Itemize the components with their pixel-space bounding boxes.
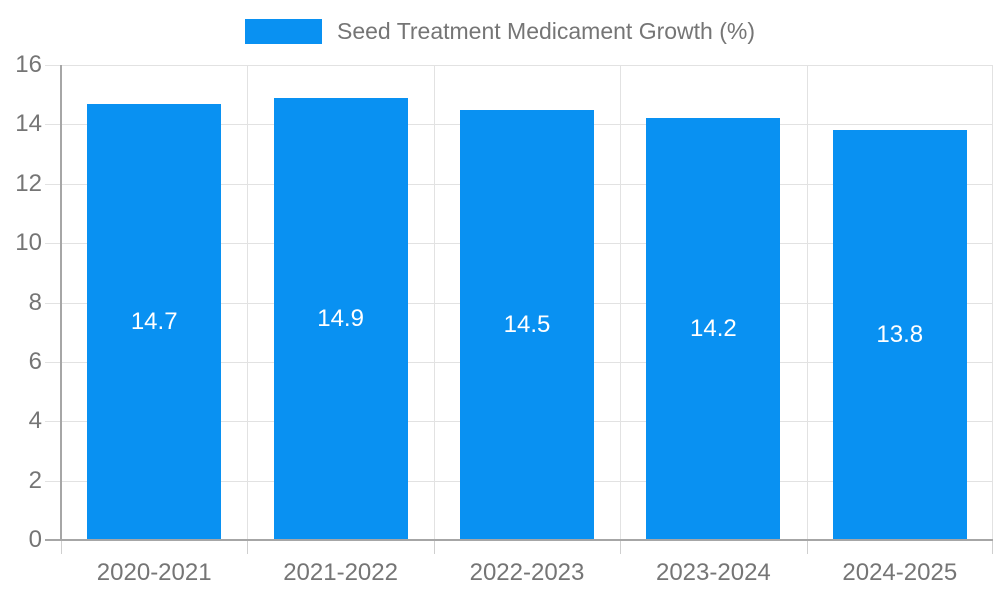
x-tick-mark bbox=[433, 540, 435, 554]
y-tick-label: 4 bbox=[28, 407, 42, 435]
gridline-vertical bbox=[620, 65, 622, 540]
x-tick-label: 2020-2021 bbox=[96, 559, 212, 586]
bar: 14.5 bbox=[459, 109, 594, 540]
bar-value-label: 14.5 bbox=[503, 310, 551, 338]
x-tick-mark bbox=[992, 540, 993, 554]
y-tick-label: 12 bbox=[15, 169, 42, 197]
x-tick-mark bbox=[61, 540, 62, 554]
bar-band: 14.9 bbox=[247, 65, 433, 540]
bar-band: 14.5 bbox=[434, 65, 620, 540]
y-tick-label: 14 bbox=[15, 110, 42, 138]
legend-swatch bbox=[245, 18, 322, 44]
bar-band: 13.8 bbox=[807, 65, 993, 540]
legend-label: Seed Treatment Medicament Growth (%) bbox=[337, 17, 755, 44]
bar: 13.8 bbox=[832, 130, 967, 540]
gridline-horizontal bbox=[45, 65, 993, 66]
gridline-vertical bbox=[433, 65, 435, 540]
y-tick-label: 0 bbox=[28, 526, 42, 553]
x-tick-mark bbox=[247, 540, 249, 554]
x-axis-line bbox=[45, 539, 993, 541]
plot-right-border bbox=[992, 65, 993, 540]
x-tick-label: 2021-2022 bbox=[283, 559, 398, 586]
bar-band: 14.7 bbox=[61, 65, 247, 540]
x-tick-mark bbox=[620, 540, 622, 554]
y-tick-label: 16 bbox=[15, 51, 42, 78]
y-tick-label: 6 bbox=[28, 347, 42, 375]
x-tick-label: 2023-2024 bbox=[655, 559, 771, 586]
bar-value-label: 13.8 bbox=[876, 321, 924, 349]
plot-area: 14.7 14.9 14.5 14.2 13.8 bbox=[45, 65, 993, 554]
y-tick-label: 8 bbox=[28, 288, 42, 316]
x-tick-mark bbox=[806, 540, 808, 554]
bar: 14.9 bbox=[273, 97, 408, 540]
bar-value-label: 14.7 bbox=[130, 307, 178, 335]
gridline-vertical bbox=[247, 65, 249, 540]
bar-value-label: 14.2 bbox=[690, 315, 737, 343]
y-tick-label: 10 bbox=[15, 229, 42, 257]
legend: Seed Treatment Medicament Growth (%) bbox=[0, 17, 1000, 45]
bar-band: 14.2 bbox=[620, 65, 806, 540]
bar-value-label: 14.9 bbox=[317, 304, 364, 332]
gridline-vertical bbox=[806, 65, 808, 540]
x-axis-labels: 2020-2021 2021-2022 2022-2023 2023-2024 2024… bbox=[61, 558, 993, 590]
x-tick-label: 2024-2025 bbox=[842, 559, 958, 586]
y-axis-line bbox=[60, 65, 62, 540]
bar: 14.7 bbox=[87, 103, 222, 540]
y-axis-labels: 0 2 4 6 8 10 12 14 16 bbox=[0, 51, 42, 553]
bar: 14.2 bbox=[646, 118, 781, 540]
y-tick-label: 2 bbox=[28, 466, 42, 494]
x-tick-label: 2022-2023 bbox=[469, 559, 585, 586]
